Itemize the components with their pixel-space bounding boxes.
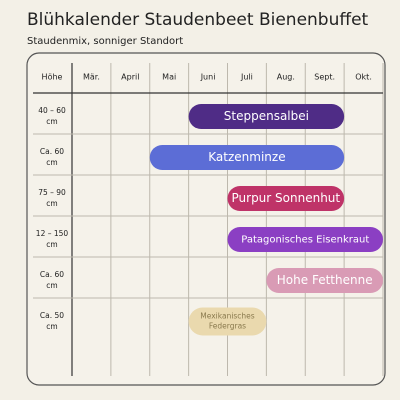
plant-name: Federgras — [209, 322, 246, 331]
row-height-label: 12 – 150 — [36, 229, 69, 238]
plant-name: Purpur Sonnenhut — [232, 191, 341, 205]
row-height-label: cm — [46, 322, 57, 331]
row-height-label: 75 – 90 — [38, 188, 66, 197]
month-label: Sept. — [314, 73, 335, 82]
bloom-bar — [188, 307, 267, 336]
month-label: Mär. — [83, 73, 100, 82]
plant-name: Katzenminze — [208, 150, 285, 164]
plant-name: Steppensalbei — [224, 109, 309, 123]
month-label: April — [121, 73, 139, 82]
bloom-bar — [227, 227, 383, 252]
bloom-bar — [266, 268, 383, 293]
plant-name: Patagonisches Eisenkraut — [241, 235, 369, 246]
row-header: Höhe — [42, 73, 63, 82]
chart-title: Blühkalender Staudenbeet Bienenbuffet — [27, 10, 369, 30]
row-height-label: cm — [46, 281, 57, 290]
row-height-label: cm — [46, 240, 57, 249]
row-height-label: Ca. 50 — [40, 311, 64, 320]
bloom-bar — [227, 186, 345, 211]
plant-name: Mexikanisches — [200, 312, 255, 321]
month-label: Okt. — [355, 73, 372, 82]
row-height-label: Ca. 60 — [40, 147, 64, 156]
row-height-label: cm — [46, 158, 57, 167]
row-height-label: Ca. 60 — [40, 270, 64, 279]
plant-name: Hohe Fetthenne — [277, 273, 373, 287]
chart-subtitle: Staudenmix, sonniger Standort — [27, 36, 183, 47]
month-label: Mai — [162, 73, 176, 82]
calendar-frame — [26, 52, 386, 386]
bloom-bar — [149, 145, 345, 170]
month-label: Aug. — [277, 73, 295, 82]
row-height-label: cm — [46, 199, 57, 208]
row-height-label: cm — [46, 117, 57, 126]
month-label: Juli — [240, 73, 253, 82]
month-label: Juni — [200, 73, 216, 82]
bloom-bar — [188, 104, 345, 129]
row-height-label: 40 – 60 — [38, 106, 66, 115]
